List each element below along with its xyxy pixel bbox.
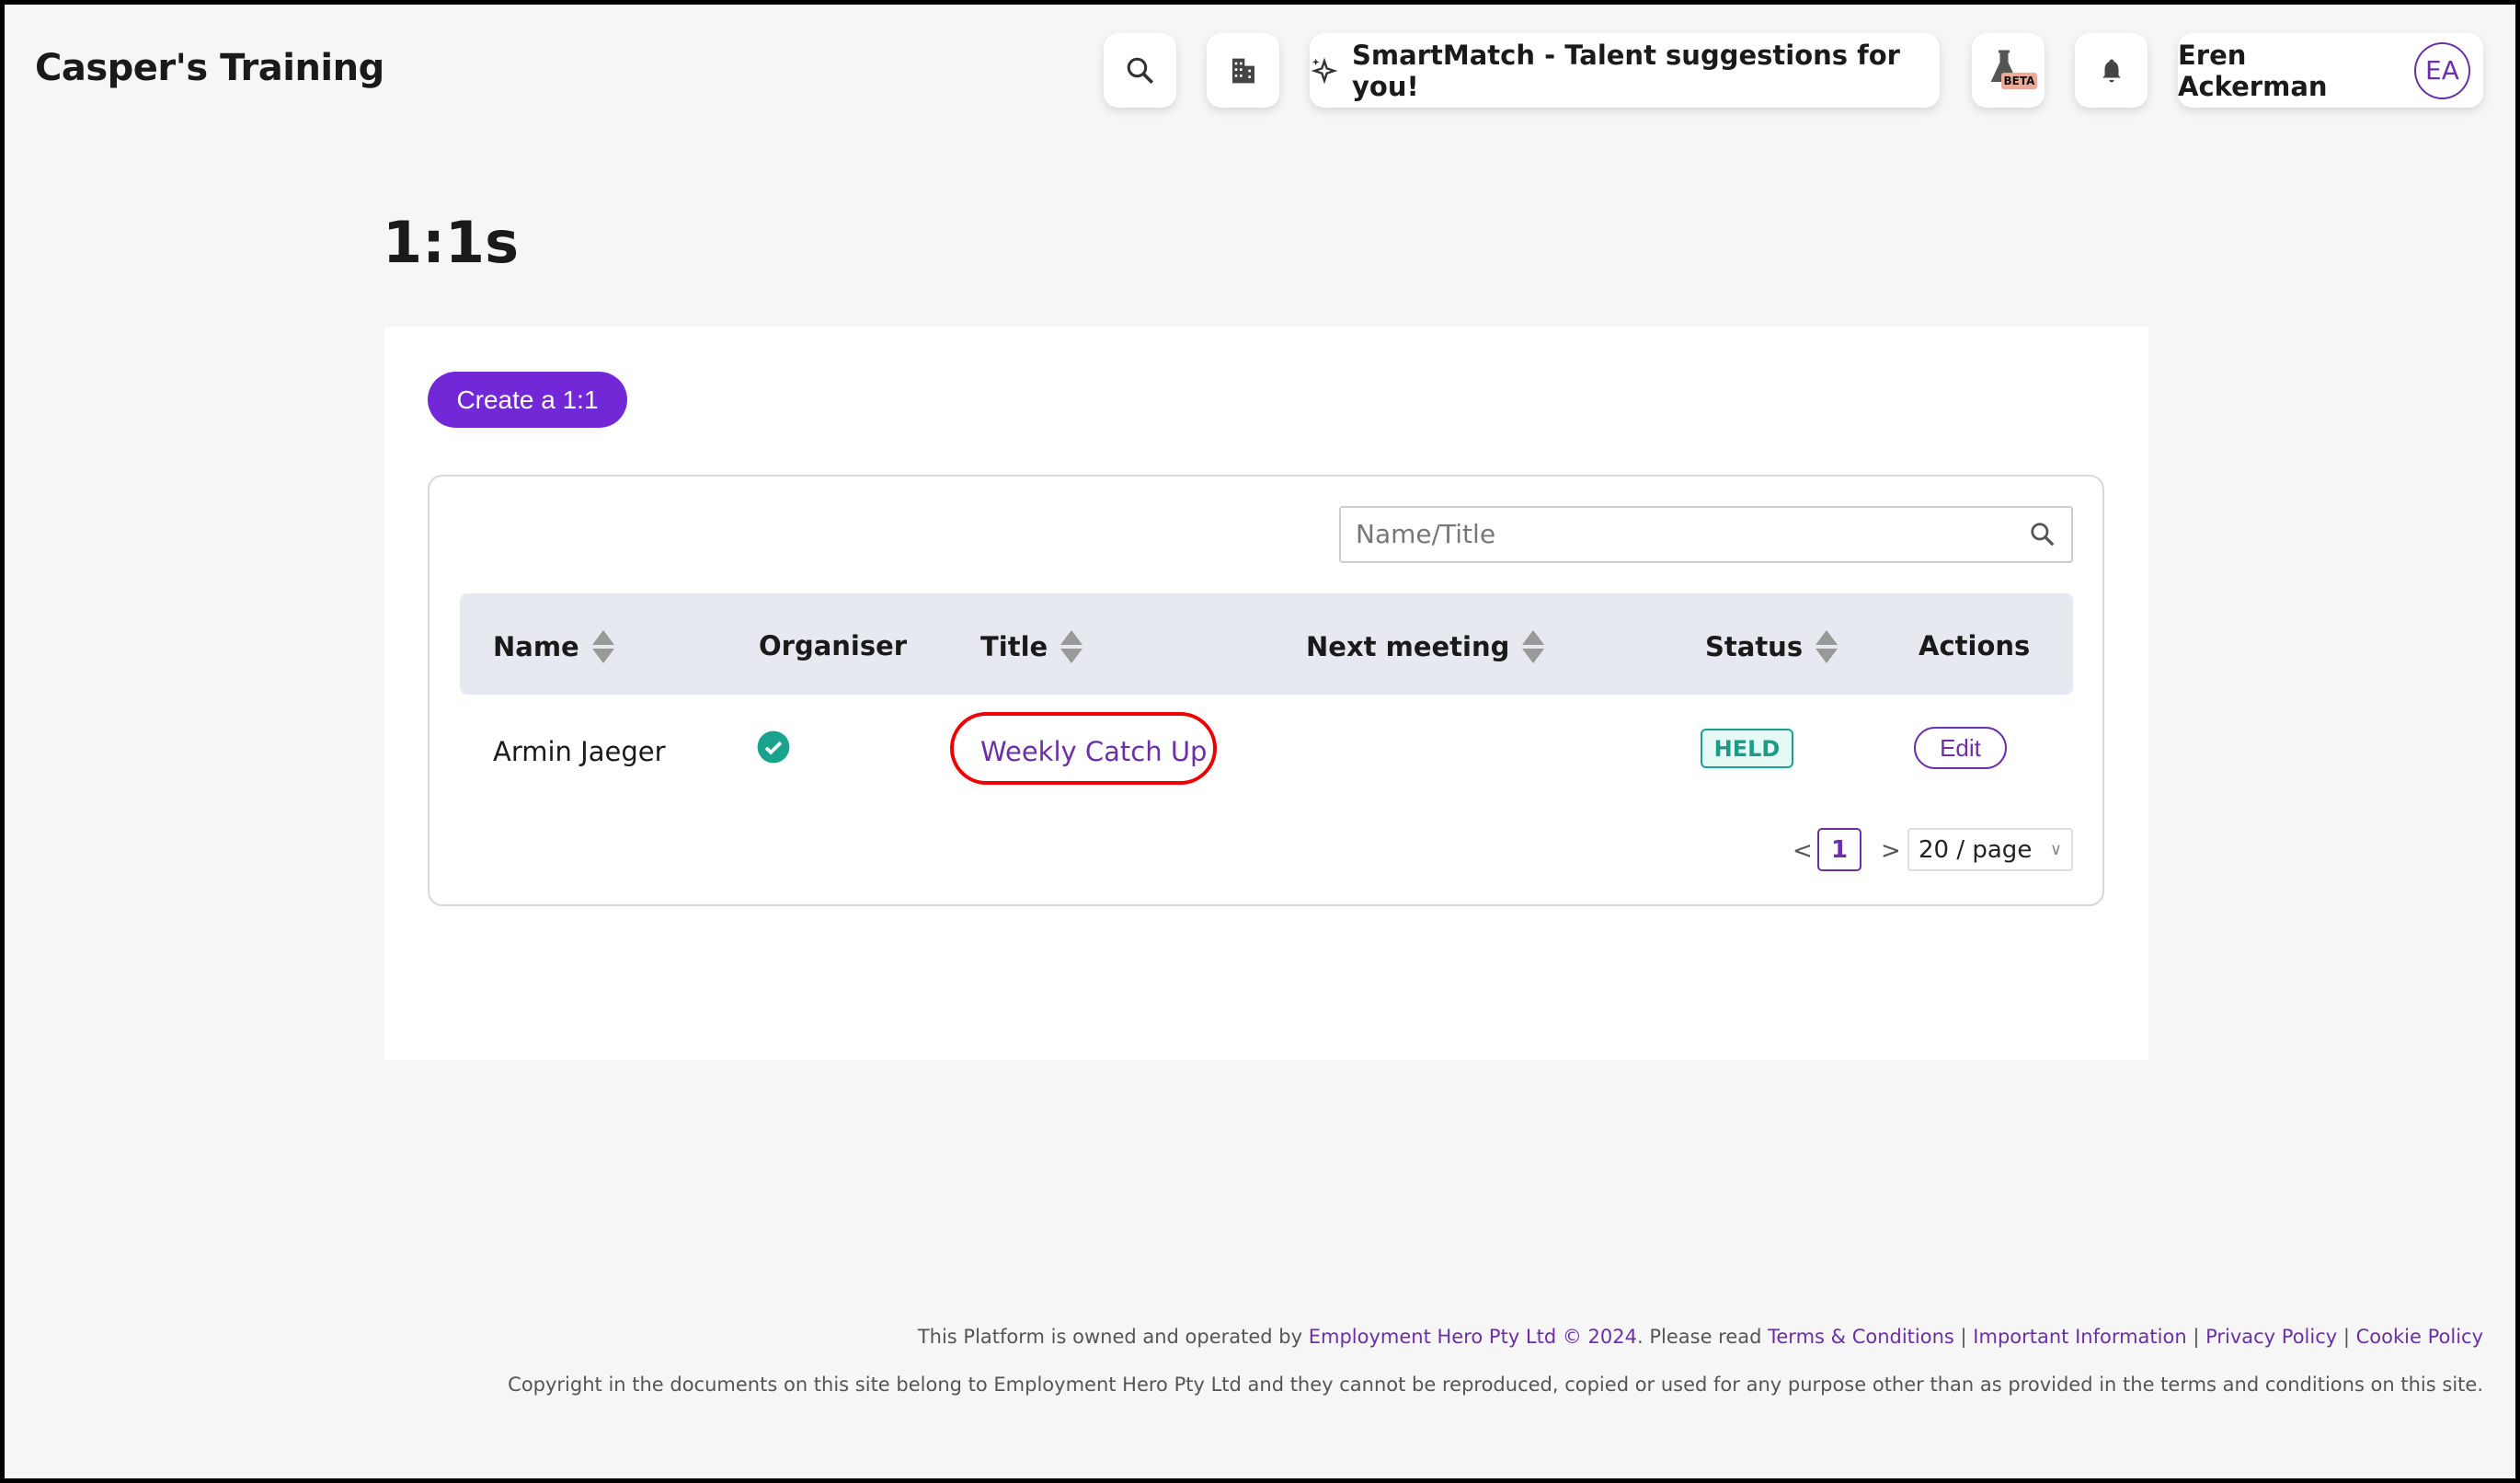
organisation-button[interactable] (1207, 33, 1279, 108)
page-1-button[interactable]: 1 (1817, 828, 1861, 871)
table-header: Name Organiser Title Next meeting Status… (460, 593, 2073, 695)
sort-icon[interactable] (1522, 630, 1545, 663)
column-label: Title (980, 631, 1048, 662)
separator: | (2337, 1326, 2356, 1348)
sort-icon[interactable] (1060, 630, 1083, 663)
company-name: Casper's Training (35, 47, 384, 89)
column-organiser: Organiser (759, 630, 907, 661)
employment-hero-link[interactable]: Employment Hero Pty Ltd © 2024 (1308, 1326, 1637, 1348)
search-icon (1127, 57, 1153, 84)
column-label: Actions (1919, 630, 2031, 661)
search-field[interactable] (1339, 506, 2073, 563)
column-label: Organiser (759, 630, 908, 661)
page-size-select[interactable]: 20 / page ∨ (1907, 828, 2073, 871)
separator: | (1953, 1326, 1974, 1348)
bell-icon (2102, 59, 2121, 82)
sparkle-icon (1311, 57, 1338, 84)
search-button[interactable] (1104, 33, 1176, 108)
beta-features-button[interactable]: BETA (1972, 33, 2045, 108)
beta-badge: BETA (2000, 72, 2038, 89)
prev-page-button[interactable]: < (1793, 837, 1813, 865)
check-circle-icon (757, 730, 790, 764)
cookie-link[interactable]: Cookie Policy (2355, 1326, 2483, 1348)
privacy-link[interactable]: Privacy Policy (2205, 1326, 2338, 1348)
separator: | (2186, 1326, 2206, 1348)
terms-link[interactable]: Terms & Conditions (1768, 1326, 1954, 1348)
column-next-meeting[interactable]: Next meeting (1306, 630, 1545, 663)
footer-ownership: This Platform is owned and operated by E… (918, 1326, 2483, 1348)
page-title: 1:1s (383, 209, 519, 276)
highlight-annotation (950, 712, 1217, 785)
footer-text: This Platform is owned and operated by (917, 1326, 1309, 1348)
search-icon (2031, 523, 2055, 546)
chevron-down-icon: ∨ (2049, 840, 2062, 859)
smartmatch-label: SmartMatch - Talent suggestions for you! (1352, 39, 1900, 102)
important-info-link[interactable]: Important Information (1973, 1326, 2187, 1348)
edit-button[interactable]: Edit (1914, 727, 2007, 769)
column-label: Name (493, 631, 579, 662)
column-status[interactable]: Status (1705, 630, 1838, 663)
row-title-link[interactable]: Weekly Catch Up (980, 736, 1208, 767)
next-page-button[interactable]: > (1881, 837, 1901, 865)
notifications-button[interactable] (2075, 33, 2148, 108)
footer-text: . Please read (1636, 1326, 1769, 1348)
user-menu[interactable]: Eren Ackerman EA (2178, 33, 2483, 108)
create-one-on-one-button[interactable]: Create a 1:1 (428, 372, 627, 428)
smartmatch-button[interactable]: SmartMatch - Talent suggestions for you! (1310, 33, 1940, 108)
status-badge: HELD (1701, 729, 1793, 768)
column-name[interactable]: Name (493, 630, 614, 663)
column-label: Status (1705, 631, 1804, 662)
page-size-value: 20 / page (1919, 835, 2033, 864)
column-title[interactable]: Title (980, 630, 1083, 663)
column-actions: Actions (1919, 630, 2030, 661)
user-name: Eren Ackerman (2178, 39, 2328, 102)
avatar: EA (2413, 41, 2470, 99)
search-input[interactable] (1341, 508, 1985, 559)
row-name: Armin Jaeger (493, 736, 666, 767)
footer-copyright: Copyright in the documents on this site … (508, 1374, 2483, 1396)
building-icon (1231, 58, 1254, 83)
sort-icon[interactable] (591, 630, 614, 663)
column-label: Next meeting (1306, 631, 1510, 662)
sort-icon[interactable] (1816, 630, 1838, 663)
